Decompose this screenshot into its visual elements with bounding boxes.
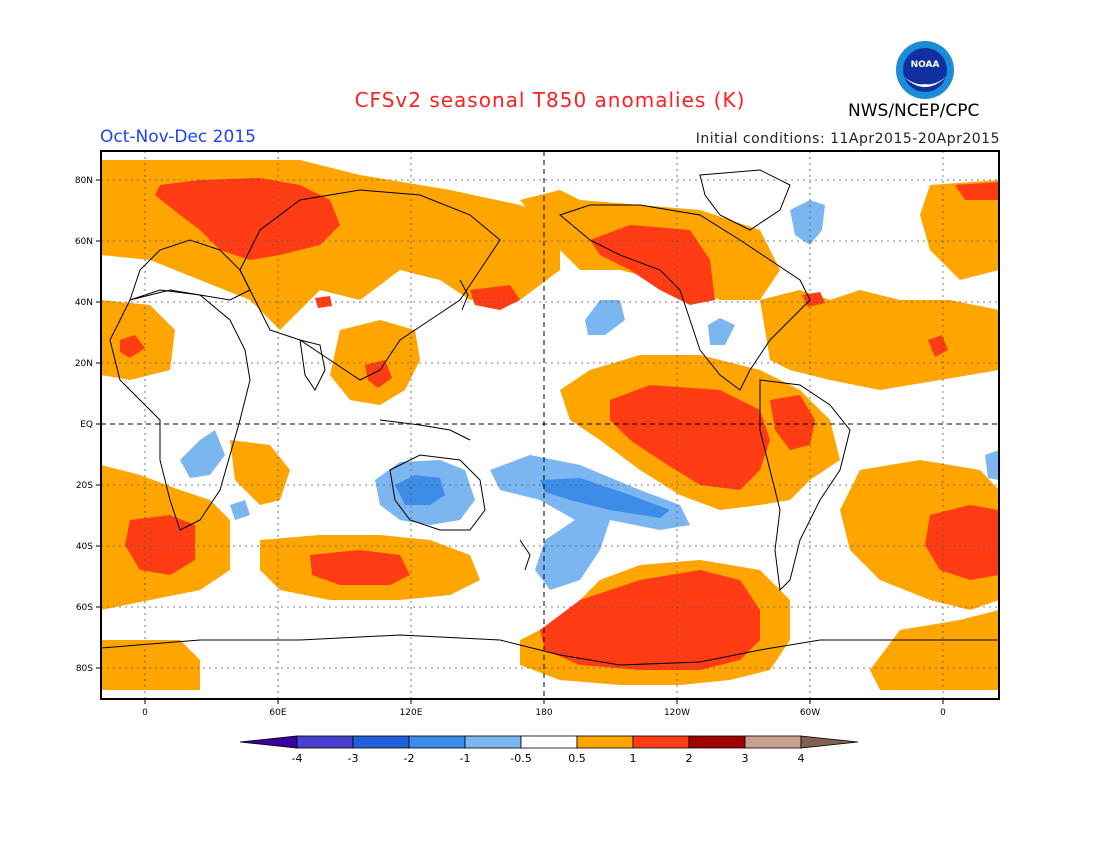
colorbar-label: 4 (798, 752, 805, 765)
colorbar-segment (688, 735, 746, 749)
lon-tick-label: 120E (400, 708, 423, 718)
colorbar-segment (408, 735, 466, 749)
lon-tick-label: 180 (535, 708, 552, 718)
lat-tick-label: 40S (76, 542, 93, 552)
coastlines (101, 169, 999, 666)
anomaly-light-blue-regions (180, 200, 999, 590)
colorbar (239, 735, 859, 749)
noaa-logo-text: NOAA (911, 60, 940, 70)
colorbar-segment (576, 735, 634, 749)
lat-tick-label: EQ (80, 420, 93, 430)
lat-tick-label: 60S (76, 603, 93, 613)
colorbar-segment (464, 735, 522, 749)
lon-tick-label: 120W (664, 708, 690, 718)
colorbar-segment (800, 735, 859, 749)
lat-axis: 80N 60N 40N 20N EQ 20S 40S 60S 80S (75, 176, 101, 674)
grid-lines (101, 151, 999, 699)
lat-tick-label: 20N (75, 359, 93, 369)
noaa-logo: NOAA (896, 41, 954, 99)
anomaly-blue-regions (395, 475, 670, 518)
colorbar-segment (352, 735, 410, 749)
map-frame (100, 150, 1000, 700)
lon-tick-label: 0 (142, 708, 148, 718)
agency-label: NWS/NCEP/CPC (848, 101, 980, 121)
colorbar-label: -2 (404, 752, 415, 765)
colorbar-segment (744, 735, 802, 749)
anomaly-orange-regions (101, 160, 999, 690)
colorbar-label: -0.5 (510, 752, 531, 765)
colorbar-label: -3 (348, 752, 359, 765)
lat-tick-label: 80N (75, 176, 93, 186)
forecast-period: Oct-Nov-Dec 2015 (100, 127, 256, 147)
colorbar-labels: -4 -3 -2 -1 -0.5 0.5 1 2 3 4 (292, 752, 805, 765)
colorbar-segment (632, 735, 690, 749)
reference-lines (101, 151, 999, 699)
colorbar-label: 0.5 (568, 752, 586, 765)
colorbar-segment (520, 735, 578, 749)
colorbar-label: 3 (742, 752, 749, 765)
lat-tick-label: 40N (75, 298, 93, 308)
lat-tick-label: 80S (76, 664, 93, 674)
colorbar-label: -1 (460, 752, 471, 765)
colorbar-segment (296, 735, 354, 749)
map-title: CFSv2 seasonal T850 anomalies (K) (354, 88, 746, 112)
lat-tick-label: 60N (75, 237, 93, 247)
lon-tick-label: 60W (800, 708, 820, 718)
lon-tick-label: 0 (940, 708, 946, 718)
lon-axis: 0 60E 120E 180 120W 60W 0 (142, 699, 946, 718)
lon-tick-label: 60E (269, 708, 286, 718)
anomaly-field (101, 151, 999, 699)
colorbar-label: -4 (292, 752, 303, 765)
colorbar-label: 1 (630, 752, 637, 765)
anomaly-red-regions (120, 178, 999, 670)
colorbar-label: 2 (686, 752, 693, 765)
lat-tick-label: 20S (76, 481, 93, 491)
initial-conditions: Initial conditions: 11Apr2015-20Apr2015 (695, 131, 1000, 147)
colorbar-segment (239, 735, 298, 749)
